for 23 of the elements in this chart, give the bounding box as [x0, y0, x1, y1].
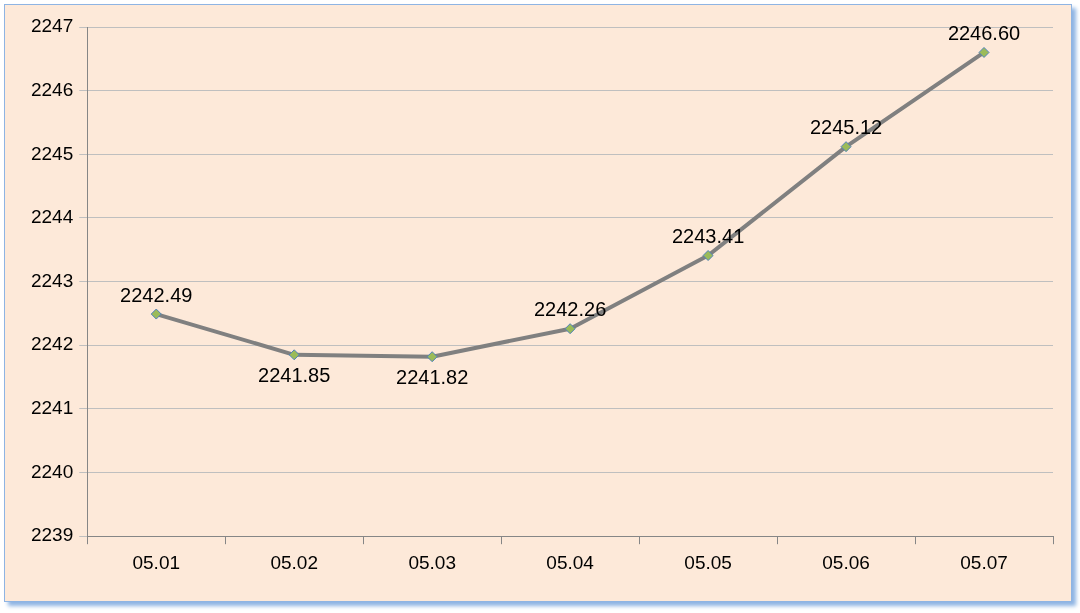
x-tick-label: 05.03	[408, 551, 456, 573]
y-tick-label: 2240	[30, 460, 74, 482]
x-tick-label: 05.06	[822, 551, 870, 573]
data-label: 2241.85	[258, 364, 331, 387]
y-tick-label: 2247	[30, 15, 74, 37]
data-label: 2242.49	[120, 283, 193, 306]
y-tick-label: 2239	[30, 524, 74, 546]
y-tick-label: 2246	[30, 78, 74, 100]
y-tick-label: 2241	[30, 397, 74, 419]
x-tick-label: 05.07	[960, 551, 1008, 573]
x-tick-label: 05.02	[270, 551, 318, 573]
data-label: 2246.60	[947, 21, 1021, 44]
y-tick-label: 2243	[30, 269, 74, 291]
y-tick-label: 2245	[30, 142, 74, 164]
data-label: 2242.26	[533, 298, 607, 321]
data-label: 2245.12	[809, 116, 883, 139]
data-label: 2243.41	[671, 225, 745, 248]
y-tick-label: 2242	[30, 333, 74, 355]
y-tick-label: 2244	[30, 206, 74, 228]
x-tick-label: 05.05	[684, 551, 732, 573]
x-tick-label: 05.01	[132, 551, 181, 573]
data-label: 2241.82	[396, 366, 469, 389]
x-tick-label: 05.04	[546, 551, 595, 573]
